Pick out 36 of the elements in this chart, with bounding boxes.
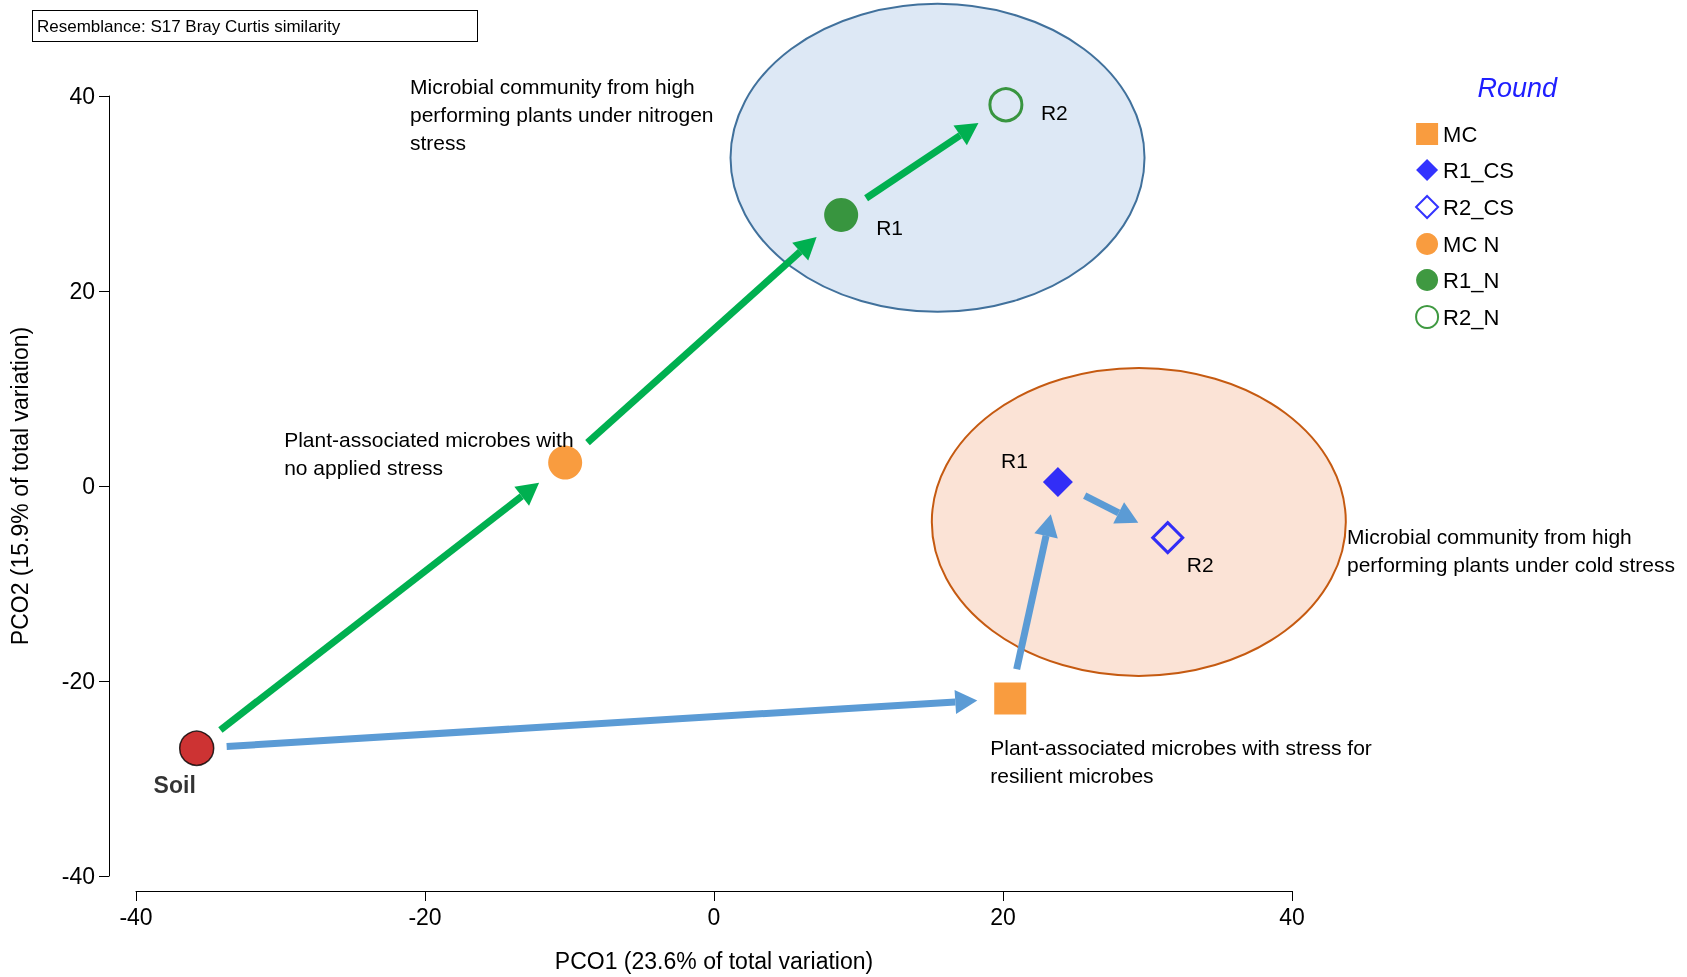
point (994, 682, 1027, 715)
legend-label: R2_CS (1443, 194, 1514, 220)
annotation: R1 (876, 216, 904, 240)
series-label: Soil (153, 771, 196, 798)
text: Microbial community from high performing plants under cold stress (1347, 524, 1675, 576)
x-tick-label: 20 (990, 903, 1016, 930)
point (1151, 521, 1185, 555)
annotation: Plant-associated microbes with stress for resilient microbes (990, 736, 1378, 788)
point (1042, 467, 1073, 498)
annotation: R1 (1001, 448, 1028, 472)
legend-label: R1_CS (1443, 157, 1514, 183)
legend-label: MC (1443, 121, 1478, 147)
legend-title: Round (1477, 72, 1558, 103)
x-tick-label: 0 (707, 903, 721, 930)
annotation: R2 (1040, 101, 1068, 125)
point (548, 445, 583, 480)
legend-label: MC N (1443, 231, 1500, 257)
annotation: R2 (1186, 553, 1214, 577)
point (824, 197, 859, 232)
legend-label: R2_N (1443, 304, 1500, 330)
y-axis-title: PCO2 (15.9% of total variation) (6, 326, 33, 646)
x-tick-label: -40 (119, 903, 153, 930)
x-axis-title: PCO1 (23.6% of total variation) (554, 947, 874, 974)
point (178, 730, 215, 767)
y-tick-label: -40 (61, 863, 95, 889)
y-tick-label: -20 (61, 668, 95, 694)
point (988, 87, 1024, 123)
x-tick-label: -20 (408, 903, 442, 930)
y-tick-label: 20 (69, 278, 95, 304)
annotation: Microbial community from high performing plants under nitrogen stress (410, 74, 720, 154)
x-tick-label: 40 (1279, 903, 1305, 930)
text: Resemblance: S17 Bray Curtis similarity (37, 16, 341, 36)
y-tick-label: 0 (82, 473, 95, 499)
legend-label: R1_N (1443, 267, 1500, 293)
y-tick-label: 40 (69, 83, 95, 109)
annotation: Plant-associated microbes with no applied stress (284, 428, 580, 480)
